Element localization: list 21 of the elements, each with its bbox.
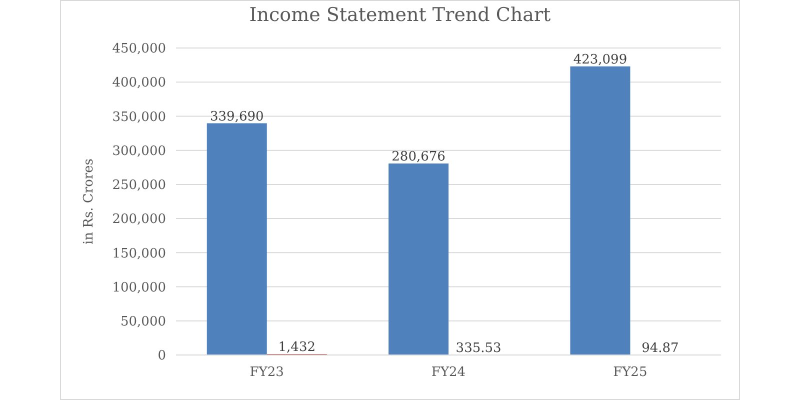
- data-label: 94.87: [642, 340, 679, 356]
- x-tick-label: FY25: [613, 365, 648, 380]
- data-label: 423,099: [573, 52, 628, 68]
- y-tick-label: 400,000: [112, 76, 166, 91]
- chart-title: Income Statement Trend Chart: [248, 3, 552, 27]
- y-tick-label: 50,000: [120, 314, 166, 330]
- data-label: 339,690: [210, 109, 264, 124]
- y-tick-label: 300,000: [112, 144, 166, 159]
- y-tick-label: 250,000: [112, 178, 166, 194]
- y-axis-title: in Rs. Crores: [82, 158, 96, 244]
- data-label: 1,432: [278, 340, 316, 356]
- data-label: 335.53: [456, 340, 502, 356]
- y-tick-label: 200,000: [112, 212, 166, 228]
- y-tick-label: 150,000: [112, 246, 166, 262]
- x-tick-label: FY24: [431, 365, 466, 380]
- data-label: 280,676: [392, 150, 446, 165]
- y-tick-label: 350,000: [112, 110, 166, 125]
- x-tick-label: FY23: [250, 365, 284, 380]
- y-tick-label: 0: [158, 348, 166, 364]
- y-tick-label: 100,000: [112, 280, 166, 296]
- y-tick-label: 450,000: [112, 42, 166, 57]
